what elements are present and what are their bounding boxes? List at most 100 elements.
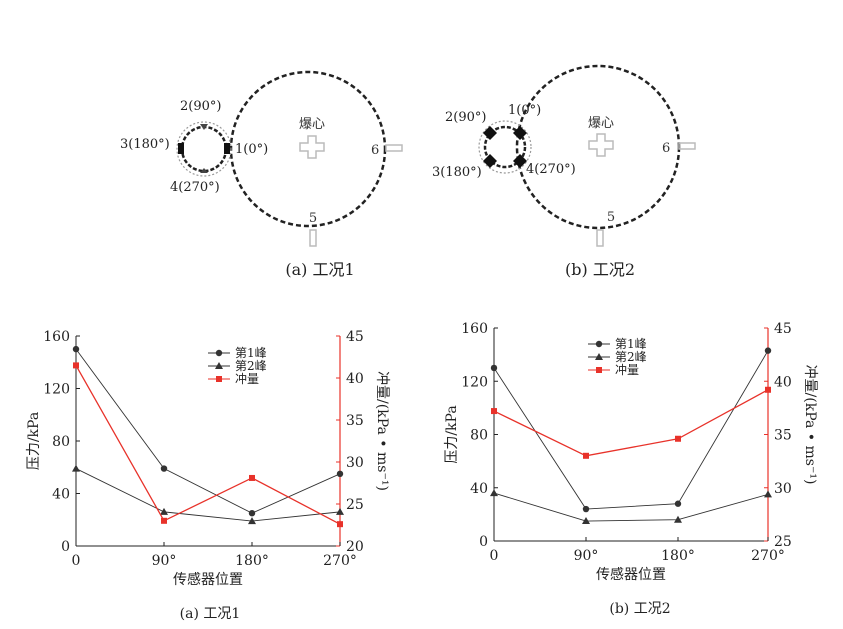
data-point — [248, 517, 256, 525]
sensor-port-1 — [224, 143, 230, 154]
sensor-6-marker — [385, 144, 403, 152]
data-point — [491, 408, 497, 415]
port-label-4: 4(270°) — [170, 180, 220, 195]
y-axis-label: 压力/kPa — [26, 412, 42, 470]
data-point — [73, 362, 79, 369]
y-tick-label-left: 160 — [461, 321, 488, 337]
data-point — [583, 452, 589, 459]
port-label-2: 2(90°) — [180, 99, 221, 114]
data-point — [674, 515, 682, 523]
port-label-1: 1(0°) — [235, 142, 268, 157]
data-point — [160, 507, 168, 515]
legend-marker — [596, 367, 602, 373]
data-point — [490, 489, 498, 497]
y-tick-label-left: 0 — [61, 539, 70, 555]
blast-center-cross-icon — [588, 133, 614, 157]
x-axis-label: 传感器位置 — [596, 566, 666, 583]
legend-label: 第2峰 — [235, 359, 267, 373]
x-tick-label: 180° — [235, 553, 269, 569]
blast-center-cross-icon — [299, 135, 325, 159]
legend-label: 第1峰 — [615, 337, 647, 351]
port-label-3: 3(180°) — [120, 137, 170, 152]
y-tick-label-right: 30 — [346, 455, 364, 471]
legend-marker — [215, 349, 223, 357]
y-tick-label-right: 40 — [346, 371, 364, 387]
blast-center-label: 爆心 — [588, 116, 614, 131]
data-point — [674, 500, 682, 507]
y-axis-label: 压力/kPa — [444, 405, 460, 463]
x-tick-label: 270° — [751, 548, 785, 564]
y-tick-label-right: 45 — [774, 321, 792, 337]
y-tick-label-right: 45 — [346, 329, 364, 345]
data-point — [336, 470, 344, 478]
legend-label: 第2峰 — [615, 350, 647, 364]
sensor-5-label: 5 — [607, 210, 615, 225]
data-point — [249, 474, 255, 481]
pipe-circle — [483, 125, 527, 169]
series-line — [75, 365, 341, 525]
y2-axis-label: 冲量/(kPa • ms⁻¹) — [802, 365, 818, 485]
diagram-a: 爆心 6 5 1(0°) 2(90°) 3(180°) 4(270°) (a) … — [120, 70, 403, 279]
data-point — [336, 507, 344, 515]
diagram-b: 爆心 6 5 1(0°) 2(90°) 3(180°) 4(270°) (b) … — [432, 64, 696, 279]
data-point — [582, 505, 590, 513]
sensor-6-label: 6 — [371, 143, 379, 158]
blast-circle — [515, 64, 681, 230]
data-point — [72, 464, 80, 472]
series-line — [493, 389, 769, 457]
chart-b: 0 40 80 120 160 25 30 35 40 45 0 90° 180° 270° 传感器位置 压力… — [444, 321, 818, 617]
x-tick-label: 180° — [661, 548, 695, 564]
sensor-6-marker — [678, 142, 696, 150]
chart-caption: (b) 工况2 — [609, 601, 670, 617]
sensor-5-label: 5 — [309, 211, 317, 226]
y-tick-label-right: 35 — [346, 413, 364, 429]
blast-center-label: 爆心 — [299, 117, 325, 132]
data-point — [490, 364, 498, 372]
x-tick-label: 90° — [152, 553, 177, 569]
data-point — [765, 386, 771, 393]
series-line — [75, 348, 341, 514]
y-tick-label-right: 25 — [346, 497, 364, 513]
sensor-port-3 — [483, 154, 497, 168]
sensor-port-4 — [513, 154, 527, 168]
data-point — [764, 347, 772, 354]
x-tick-label: 270° — [323, 553, 357, 569]
data-point — [337, 521, 343, 528]
pipe-circle — [180, 125, 228, 173]
sensor-port-2 — [200, 124, 208, 130]
data-point — [675, 435, 681, 442]
sensor-5-marker — [596, 229, 604, 247]
x-axis-label: 传感器位置 — [173, 571, 243, 588]
x-tick-label: 90° — [574, 548, 599, 564]
y-tick-label-left: 120 — [43, 382, 70, 398]
legend-label: 第1峰 — [235, 346, 267, 360]
port-label-2: 2(90°) — [445, 110, 486, 125]
y-tick-label-right: 20 — [346, 539, 364, 555]
diagram-caption: (a) 工况1 — [285, 260, 354, 279]
data-point — [72, 345, 80, 353]
pipe-outer-circle — [176, 121, 232, 177]
y-tick-label-left: 80 — [52, 434, 70, 450]
y-tick-label-right: 35 — [774, 428, 792, 444]
port-label-1: 1(0°) — [508, 103, 541, 118]
y-tick-label-right: 40 — [774, 374, 792, 390]
sensor-port-2 — [483, 126, 497, 140]
data-point — [582, 517, 590, 525]
x-tick-label: 0 — [490, 548, 499, 564]
y-tick-label-right: 30 — [774, 481, 792, 497]
sensor-6-label: 6 — [662, 141, 670, 156]
chart-a: 0 40 80 120 160 20 25 30 35 40 45 0 90° 180° 270° 传感器位置… — [26, 329, 390, 622]
y-tick-label-left: 80 — [470, 428, 488, 444]
sensor-5-marker — [309, 229, 317, 247]
data-point — [248, 509, 256, 517]
y-tick-label-left: 120 — [461, 374, 488, 390]
legend-marker — [215, 362, 223, 369]
data-point — [160, 465, 168, 472]
x-tick-label: 0 — [72, 553, 81, 569]
legend-label: 冲量 — [235, 371, 259, 386]
legend-marker — [216, 376, 222, 382]
y-tick-label-left: 40 — [52, 487, 70, 503]
series-line — [75, 468, 341, 522]
y-tick-label-right: 25 — [774, 534, 792, 550]
